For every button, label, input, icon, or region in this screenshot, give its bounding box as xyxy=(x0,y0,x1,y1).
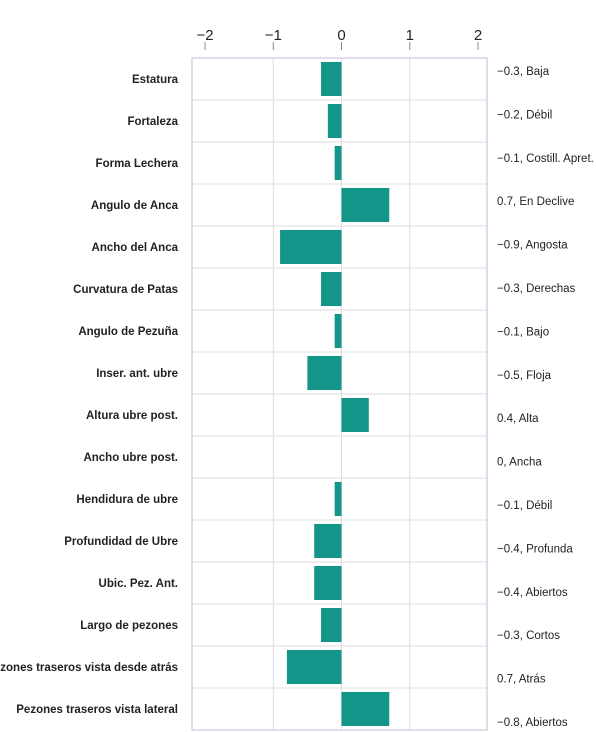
value-label-0: −0.3, Baja xyxy=(497,66,550,78)
category-label-9: Ancho ubre post. xyxy=(83,452,178,464)
x-tick-label-3: 1 xyxy=(406,27,414,44)
value-labels: −0.3, Baja −0.2, Débil −0.1, Costill. Apre… xyxy=(497,66,594,729)
bar-0 xyxy=(321,62,342,96)
bar-15 xyxy=(341,692,390,726)
category-labels: Estatura Fortaleza Forma Lechera Angulo de … xyxy=(0,74,179,716)
category-label-4: Ancho del Anca xyxy=(92,242,179,254)
value-label-3: 0.7, En Declive xyxy=(497,196,574,208)
value-label-13: −0.3, Cortos xyxy=(497,630,560,642)
bar-13 xyxy=(321,608,342,642)
x-tick-label-4: 2 xyxy=(474,27,482,44)
category-label-3: Angulo de Anca xyxy=(91,200,179,212)
category-label-5: Curvatura de Patas xyxy=(73,284,178,296)
value-label-1: −0.2, Débil xyxy=(497,109,552,121)
category-label-8: Altura ubre post. xyxy=(86,410,178,422)
category-label-6: Angulo de Pezuña xyxy=(78,326,178,338)
category-label-14: Pezones traseros vista desde atrás xyxy=(0,662,178,674)
value-label-7: −0.5, Floja xyxy=(497,370,552,382)
value-label-6: −0.1, Bajo xyxy=(497,326,549,338)
value-label-5: −0.3, Derechas xyxy=(497,283,576,295)
bar-2 xyxy=(334,146,342,180)
bar-1 xyxy=(327,104,342,138)
grid-lines xyxy=(192,58,487,730)
category-label-12: Ubic. Pez. Ant. xyxy=(99,578,178,590)
category-label-0: Estatura xyxy=(132,74,179,86)
x-tick-label-2: 0 xyxy=(337,27,345,44)
value-label-9: 0, Ancha xyxy=(497,457,542,469)
value-label-8: 0.4, Alta xyxy=(497,413,539,425)
bar-6 xyxy=(334,314,342,348)
bar-3 xyxy=(341,188,390,222)
category-label-11: Profundidad de Ubre xyxy=(64,536,178,548)
category-label-10: Hendidura de ubre xyxy=(76,494,178,506)
category-label-7: Inser. ant. ubre xyxy=(96,368,178,380)
plot-border xyxy=(191,57,488,731)
x-tick-label-1: −1 xyxy=(265,27,282,44)
plot-frame xyxy=(191,57,488,731)
x-axis-ticks: −2 −1 0 1 2 xyxy=(196,27,482,50)
value-label-4: −0.9, Angosta xyxy=(497,240,568,252)
bar-4 xyxy=(280,230,342,264)
value-label-15: −0.8, Abiertos xyxy=(497,717,568,729)
value-label-14: 0.7, Atrás xyxy=(497,674,546,686)
bar-14 xyxy=(286,650,342,684)
category-label-15: Pezones traseros vista lateral xyxy=(16,704,178,716)
bar-10 xyxy=(334,482,342,516)
bars xyxy=(280,62,390,726)
bar-11 xyxy=(314,524,342,558)
bar-8 xyxy=(341,398,369,432)
value-label-11: −0.4, Profunda xyxy=(497,543,573,555)
category-label-2: Forma Lechera xyxy=(96,158,179,170)
bar-7 xyxy=(307,356,342,390)
bar-12 xyxy=(314,566,342,600)
value-label-10: −0.1, Débil xyxy=(497,500,552,512)
category-label-1: Fortaleza xyxy=(128,116,179,128)
x-tick-label-0: −2 xyxy=(196,27,213,44)
category-label-13: Largo de pezones xyxy=(80,620,178,632)
value-label-2: −0.1, Costill. Apret. xyxy=(497,153,594,165)
value-label-12: −0.4, Abiertos xyxy=(497,587,568,599)
bar-5 xyxy=(321,272,342,306)
